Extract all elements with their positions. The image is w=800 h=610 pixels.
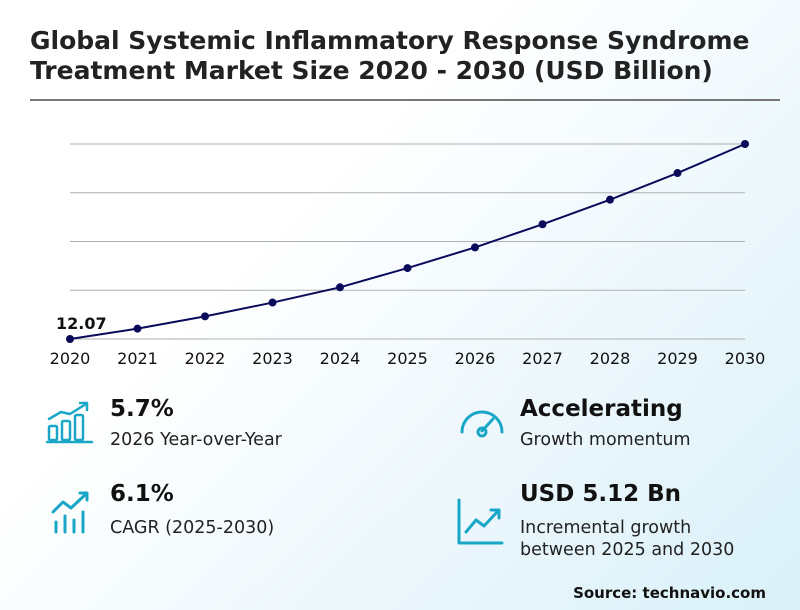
data-point-2028 [606, 195, 614, 204]
growth-bar-icon [51, 491, 89, 534]
bar-chart-icon [46, 401, 94, 444]
source-credit: Source: technavio.com [573, 584, 766, 602]
data-point-2023 [268, 298, 277, 307]
x-axis-tick-labels: 2020 2021 2022 2023 2024 2025 2026 2027 2028 2029… [50, 349, 766, 368]
trend-line-icon [457, 498, 504, 545]
cagr-label: CAGR (2025-2030) [110, 518, 275, 538]
x-tick-label-2027: 2027 [522, 349, 563, 368]
data-points [66, 140, 749, 343]
chart-title: Global Systemic Inflammatory Response Sy… [30, 26, 750, 85]
x-tick-label-2021: 2021 [117, 349, 158, 368]
x-tick-label-2025: 2025 [387, 349, 428, 368]
x-tick-label-2030: 2030 [725, 349, 766, 368]
chart-grid [70, 143, 745, 340]
incremental-growth-value: USD 5.12 Bn [520, 481, 681, 507]
x-tick-label-2024: 2024 [320, 349, 361, 368]
data-point-2024 [336, 283, 344, 292]
data-point-2029 [673, 169, 682, 178]
momentum-value: Accelerating [520, 396, 683, 422]
momentum-label: Growth momentum [520, 430, 691, 450]
data-label-2020: 12.07 [56, 314, 107, 333]
speedometer-icon [460, 410, 504, 438]
data-point-2027 [538, 220, 547, 229]
data-point-2026 [471, 243, 479, 252]
incremental-growth-label-line2: between 2025 and 2030 [520, 540, 735, 560]
data-point-2021 [133, 324, 142, 333]
x-tick-label-2029: 2029 [657, 349, 698, 368]
cagr-value: 6.1% [110, 481, 174, 507]
data-labels: 12.07 [56, 314, 107, 333]
data-point-2025 [403, 264, 412, 273]
yoy-growth-label: 2026 Year-over-Year [110, 430, 282, 450]
line-chart: 2020 2021 2022 2023 2024 2025 2026 2027 2028 2029… [50, 140, 766, 368]
x-tick-label-2026: 2026 [455, 349, 496, 368]
x-tick-label-2022: 2022 [185, 349, 226, 368]
data-point-2022 [201, 312, 209, 321]
yoy-growth-value: 5.7% [110, 396, 174, 422]
title-divider [30, 99, 780, 101]
incremental-growth-label-line1: Incremental growth [520, 518, 692, 538]
x-tick-label-2020: 2020 [50, 349, 91, 368]
data-point-2030 [741, 140, 749, 148]
x-tick-label-2028: 2028 [590, 349, 631, 368]
x-tick-label-2023: 2023 [252, 349, 293, 368]
data-point-2020 [66, 335, 74, 343]
